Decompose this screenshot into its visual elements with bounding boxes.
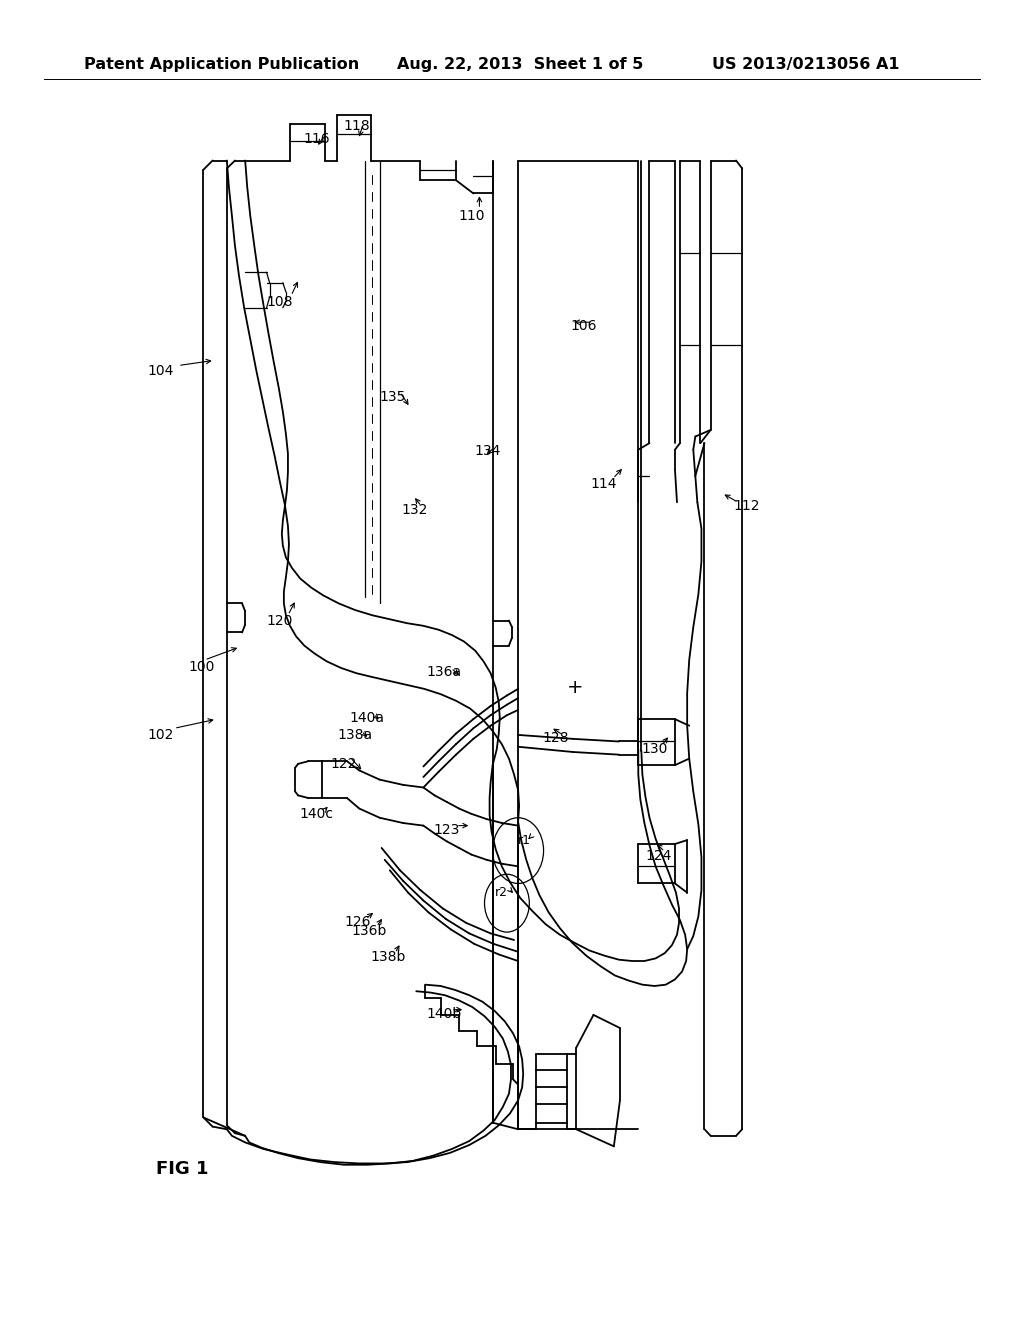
Text: 140c: 140c (299, 807, 334, 821)
Text: 120: 120 (266, 614, 293, 627)
Text: 116: 116 (303, 132, 330, 147)
Text: 108: 108 (266, 296, 293, 309)
Text: US 2013/0213056 A1: US 2013/0213056 A1 (712, 57, 899, 71)
Text: 122: 122 (331, 756, 357, 771)
Text: FIG 1: FIG 1 (156, 1160, 208, 1177)
Text: 135: 135 (380, 391, 407, 404)
Text: 140b: 140b (426, 1007, 462, 1020)
Text: 136a: 136a (426, 665, 462, 678)
Text: 140a: 140a (350, 711, 385, 725)
Text: 110: 110 (458, 209, 484, 223)
Text: +: + (567, 678, 584, 697)
Text: 114: 114 (591, 477, 616, 491)
Text: 112: 112 (733, 499, 760, 513)
Text: 132: 132 (401, 503, 427, 517)
Text: 104: 104 (147, 364, 174, 378)
Text: 123: 123 (433, 822, 460, 837)
Text: 126: 126 (344, 915, 371, 928)
Text: 118: 118 (344, 119, 371, 133)
Text: r2: r2 (496, 886, 508, 899)
Text: 136b: 136b (351, 924, 387, 937)
Text: 106: 106 (570, 319, 597, 333)
Text: 102: 102 (147, 727, 174, 742)
Text: r1: r1 (518, 833, 530, 846)
Text: Patent Application Publication: Patent Application Publication (84, 57, 359, 71)
Text: Aug. 22, 2013  Sheet 1 of 5: Aug. 22, 2013 Sheet 1 of 5 (397, 57, 644, 71)
Text: 100: 100 (188, 660, 215, 673)
Text: 124: 124 (645, 849, 672, 863)
Text: 138a: 138a (338, 727, 373, 742)
Text: 134: 134 (474, 444, 501, 458)
Text: 128: 128 (543, 730, 569, 744)
Text: 138b: 138b (370, 950, 406, 964)
Text: 130: 130 (641, 742, 668, 756)
